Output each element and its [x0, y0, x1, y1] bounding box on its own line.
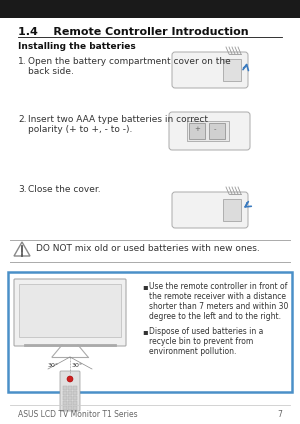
Bar — [209, 123, 225, 139]
Text: Use the remote controller in front of: Use the remote controller in front of — [149, 282, 287, 291]
Text: -: - — [214, 126, 217, 132]
Text: environment pollution.: environment pollution. — [149, 347, 236, 356]
Bar — [73, 386, 77, 390]
Text: 30°: 30° — [72, 363, 83, 368]
Text: 2.: 2. — [18, 115, 26, 124]
Bar — [189, 123, 205, 139]
FancyBboxPatch shape — [172, 52, 248, 88]
FancyBboxPatch shape — [172, 192, 248, 228]
Text: 7: 7 — [277, 410, 282, 419]
Text: DO NOT mix old or used batteries with new ones.: DO NOT mix old or used batteries with ne… — [36, 244, 260, 253]
Polygon shape — [14, 242, 30, 256]
Bar — [73, 401, 77, 404]
Bar — [19, 284, 121, 337]
Bar — [63, 396, 67, 399]
Bar — [63, 391, 67, 394]
Text: degree to the left and to the right.: degree to the left and to the right. — [149, 312, 281, 321]
Bar — [68, 391, 72, 394]
Text: Open the battery compartment cover on the
back side.: Open the battery compartment cover on th… — [28, 57, 231, 76]
FancyBboxPatch shape — [14, 279, 126, 346]
Bar — [187, 121, 229, 141]
Text: +: + — [194, 126, 200, 132]
Bar — [63, 386, 67, 390]
Bar — [73, 391, 77, 394]
Text: ▪: ▪ — [142, 282, 148, 291]
Bar — [0, 0, 300, 18]
Bar — [73, 406, 77, 410]
Text: Insert two AAA type batteries in correct
polarity (+ to +, - to -).: Insert two AAA type batteries in correct… — [28, 115, 208, 134]
Bar — [223, 59, 241, 81]
Text: recycle bin to prevent from: recycle bin to prevent from — [149, 337, 253, 346]
Text: 30°: 30° — [48, 363, 59, 368]
Bar — [8, 272, 292, 392]
Text: shorter than 7 meters and within 30: shorter than 7 meters and within 30 — [149, 302, 288, 311]
FancyBboxPatch shape — [60, 371, 80, 411]
Bar — [63, 401, 67, 404]
Bar — [73, 396, 77, 399]
Bar — [68, 401, 72, 404]
FancyBboxPatch shape — [169, 112, 250, 150]
Text: Close the cover.: Close the cover. — [28, 185, 100, 194]
Bar — [68, 386, 72, 390]
Bar — [68, 396, 72, 399]
Text: 1.: 1. — [18, 57, 27, 66]
Text: ▪: ▪ — [142, 327, 148, 336]
Text: the remote receiver with a distance: the remote receiver with a distance — [149, 292, 286, 301]
Bar — [223, 199, 241, 221]
Text: ASUS LCD TV Monitor T1 Series: ASUS LCD TV Monitor T1 Series — [18, 410, 138, 419]
Text: Installing the batteries: Installing the batteries — [18, 42, 136, 51]
Text: 3.: 3. — [18, 185, 27, 194]
Bar — [63, 406, 67, 410]
Text: 1.4    Remote Controller Introduction: 1.4 Remote Controller Introduction — [18, 27, 249, 37]
Bar — [68, 406, 72, 410]
Circle shape — [67, 376, 73, 382]
Text: Dispose of used batteries in a: Dispose of used batteries in a — [149, 327, 263, 336]
